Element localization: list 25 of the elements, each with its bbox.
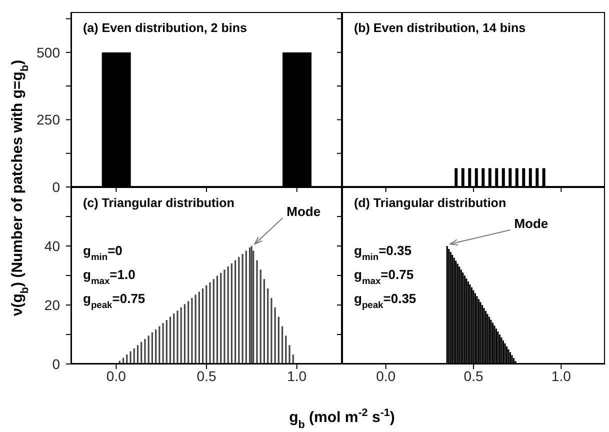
text: (b) Even distribution, 14 bins [354, 21, 526, 35]
annotation: g$_{max}$=1.0 [83, 267, 136, 286]
y-tick-label: 250 [36, 112, 60, 128]
text: (a) Even distribution, 2 bins [83, 21, 247, 35]
x-tick-label: 0.0 [106, 368, 126, 384]
text: (d) Triangular distribution [354, 196, 506, 210]
annotation: g$_{min}$=0.35 [354, 243, 412, 262]
x-axis-title: g$_{b}$ (mol m$^{-2}$ s$^{-1}$) [289, 407, 395, 431]
annotation: g$_{peak}$=0.35 [354, 291, 416, 310]
x-tick-label: 0.5 [464, 368, 484, 384]
annotation: Mode [514, 216, 548, 231]
text: (c) Triangular distribution [83, 196, 234, 210]
annotation: g$_{max}$=0.75 [354, 267, 414, 286]
y-tick-label: 20 [44, 296, 60, 313]
y-tick-label: 0 [52, 356, 60, 372]
annotation: Mode [286, 204, 321, 219]
y-tick-label: 0 [52, 178, 60, 195]
x-tick-label: 0.5 [196, 368, 216, 384]
x-tick-label: 1.0 [287, 368, 307, 384]
x-tick-label: 1.0 [551, 368, 572, 384]
x-tick-label: 0.0 [376, 368, 396, 384]
y-tick-label: 500 [36, 44, 60, 60]
annotation: g$_{peak}$=0.75 [83, 291, 146, 310]
y-tick-label: 40 [44, 238, 60, 254]
annotation: g$_{min}$=0 [83, 243, 122, 262]
